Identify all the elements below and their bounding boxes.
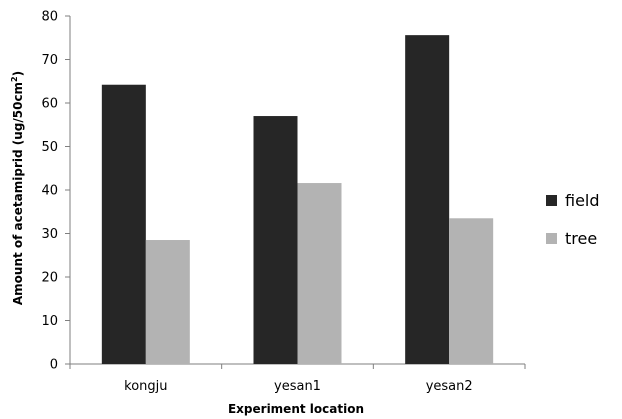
x-tick-label: yesan1 xyxy=(274,379,321,394)
legend-swatch-field xyxy=(546,195,557,206)
y-tick-label: 80 xyxy=(41,10,58,25)
y-tick-label: 50 xyxy=(41,140,58,155)
x-tick-label: kongju xyxy=(124,379,167,394)
legend-swatch-tree xyxy=(546,233,557,244)
y-tick-label: 30 xyxy=(41,227,58,242)
x-tick-label: yesan2 xyxy=(426,379,473,394)
bar-tree-kongju xyxy=(145,240,190,364)
y-axis-title: Amount of acetamiprid (ug/50cm2) xyxy=(10,71,25,305)
y-axis-title-tail: ) xyxy=(11,71,25,76)
y-tick-label: 0 xyxy=(50,358,58,373)
bar-tree-yesan2 xyxy=(449,218,494,364)
y-axis: 0 10 20 30 40 50 60 70 80 xyxy=(41,10,71,373)
x-axis-title: Experiment location xyxy=(228,402,364,416)
bar-field-yesan1 xyxy=(253,116,298,364)
y-axis-title-main: Amount of acetamiprid (ug/50cm xyxy=(11,82,25,305)
y-tick-label: 60 xyxy=(41,97,58,112)
bar-field-yesan2 xyxy=(405,35,450,364)
y-tick-label: 10 xyxy=(41,314,58,329)
legend-label-field: field xyxy=(565,191,600,210)
y-tick-label: 40 xyxy=(41,184,58,199)
legend: field tree xyxy=(546,191,600,248)
y-tick-label: 70 xyxy=(41,53,58,68)
bar-tree-yesan1 xyxy=(297,183,342,364)
bars xyxy=(101,35,494,364)
legend-label-tree: tree xyxy=(565,229,597,248)
y-axis-title-sup: 2 xyxy=(10,76,19,82)
x-axis: kongju yesan1 yesan2 xyxy=(69,363,526,394)
bar-field-kongju xyxy=(101,84,146,364)
y-tick-label: 20 xyxy=(41,271,58,286)
